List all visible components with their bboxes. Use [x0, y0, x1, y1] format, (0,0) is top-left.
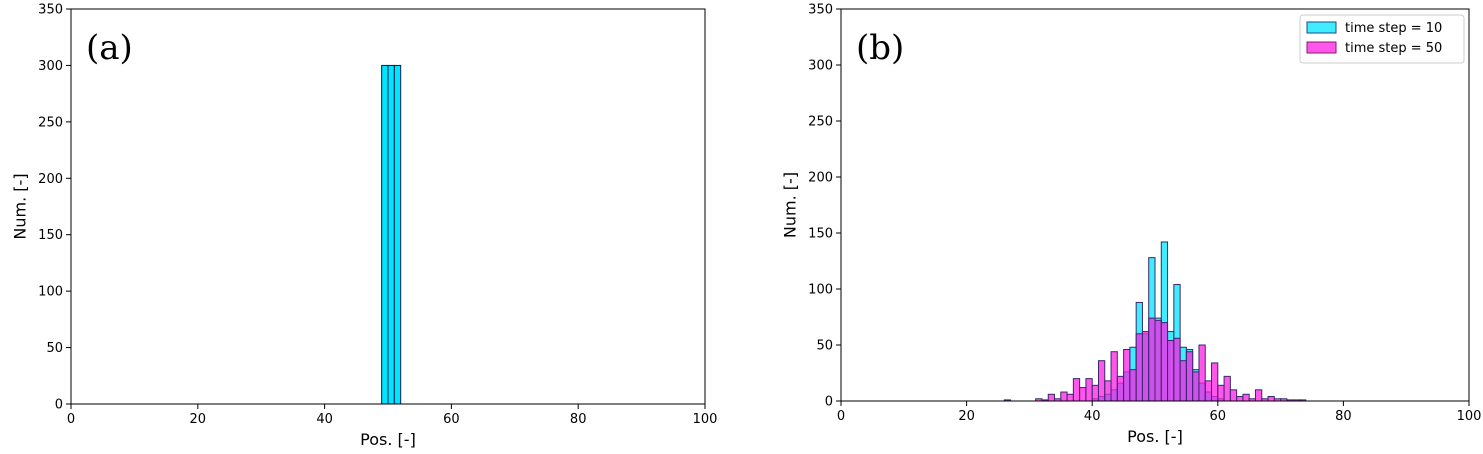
histogram-bar [1167, 340, 1175, 402]
x-tick-label: 0 [67, 412, 75, 427]
x-tick-label: 20 [190, 412, 207, 427]
y-tick-label: 300 [808, 59, 833, 74]
x-tick-label: 80 [1335, 409, 1352, 424]
y-tick-label: 300 [38, 59, 63, 74]
y-axis-label-b: Num. [-] [781, 172, 800, 238]
histogram-bar [1217, 384, 1225, 402]
histogram-bar [1066, 393, 1074, 402]
x-tick-label: 60 [443, 412, 460, 427]
histogram-bar [1154, 319, 1162, 402]
histogram-bar [381, 64, 389, 405]
x-tick-label: 20 [958, 409, 975, 424]
x-tick-label: 60 [1210, 409, 1227, 424]
y-tick-label: 150 [808, 227, 833, 242]
bars-panel-a [381, 64, 402, 405]
histogram-bar [1141, 331, 1150, 402]
histogram-bar [1047, 393, 1056, 402]
legend-box [1299, 14, 1465, 64]
histogram-panel-a: 0 20 40 60 80 100 0 50 100 150 200 250 300 350 (a) Po… [11, 3, 718, 450]
panel-label-a: (a) [86, 28, 133, 68]
histogram-bar [1110, 351, 1118, 402]
y-tick-label: 350 [38, 3, 63, 18]
y-tick-label: 250 [808, 115, 833, 130]
x-tick-label: 40 [316, 412, 333, 427]
x-tick-label: 40 [1084, 409, 1101, 424]
histogram-bar [1116, 375, 1125, 402]
histogram-bar [1267, 396, 1275, 402]
y-tick-label: 50 [816, 339, 833, 354]
histogram-bar [1198, 344, 1206, 402]
y-tick-label: 50 [46, 341, 63, 356]
histogram-bar [1229, 389, 1238, 402]
y-tick-label: 200 [808, 171, 833, 186]
y-tick-label: 200 [38, 172, 63, 187]
y-axis-label-a: Num. [-] [11, 173, 30, 239]
histogram-bar [1091, 384, 1099, 402]
histogram-bar [1160, 322, 1169, 402]
y-tick-label: 100 [808, 283, 833, 298]
histogram-bar [1173, 337, 1181, 402]
y-tick-label: 350 [808, 3, 833, 18]
histogram-bar [1085, 378, 1093, 402]
histogram-bar [1060, 391, 1068, 402]
histogram-bar [1204, 380, 1213, 402]
y-tick-label: 100 [38, 285, 63, 300]
histogram-bar [1211, 362, 1219, 402]
legend-label-time-step-50: time step = 50 [1345, 41, 1442, 56]
histogram-bar [1104, 380, 1112, 402]
histogram-bar [1129, 369, 1137, 402]
histogram-bar [1135, 333, 1143, 402]
histogram-panel-b: 0 20 40 60 80 100 0 50 100 150 200 250 300 350 (b) Po… [781, 3, 1482, 447]
ticks-panel-b: 0 20 40 60 80 100 0 50 100 150 200 250 300 350 [808, 3, 1481, 425]
histogram-bar [1192, 371, 1200, 402]
y-tick-label: 150 [38, 228, 63, 243]
histogram-bar [1242, 393, 1250, 402]
histogram-bar [393, 64, 402, 405]
x-tick-label: 0 [837, 409, 845, 424]
histogram-bar [1148, 317, 1156, 402]
legend-label-time-step-10: time step = 10 [1345, 21, 1442, 36]
bars-panel-b [1003, 241, 1307, 402]
y-tick-label: 250 [38, 115, 63, 130]
histogram-bar [1072, 378, 1081, 402]
x-tick-label: 100 [1457, 409, 1482, 424]
histogram-bar [1185, 351, 1194, 402]
x-axis-label-a: Pos. [-] [360, 430, 416, 449]
plot-frame-a [70, 8, 706, 405]
histogram-bar [1179, 360, 1187, 402]
plot-frame-b [840, 8, 1470, 402]
ticks-panel-a: 0 20 40 60 80 100 0 50 100 150 200 250 300 350 [38, 3, 717, 428]
y-tick-label: 0 [55, 398, 63, 413]
histogram-bar [1254, 389, 1263, 402]
legend: time step = 10 time step = 50 [1299, 14, 1465, 64]
x-tick-label: 100 [693, 412, 718, 427]
histogram-bar [1123, 348, 1131, 402]
histogram-bar [1097, 360, 1106, 402]
legend-swatch-time-step-10 [1306, 21, 1337, 34]
histogram-bar [1223, 375, 1231, 402]
histogram-bar [1079, 387, 1087, 402]
histogram-bar [387, 64, 395, 405]
y-tick-label: 0 [825, 395, 833, 410]
x-axis-label-b: Pos. [-] [1127, 427, 1183, 446]
panel-label-b: (b) [856, 28, 904, 68]
x-tick-label: 80 [570, 412, 587, 427]
histogram-bar [1236, 396, 1244, 402]
legend-swatch-time-step-50 [1306, 41, 1337, 54]
